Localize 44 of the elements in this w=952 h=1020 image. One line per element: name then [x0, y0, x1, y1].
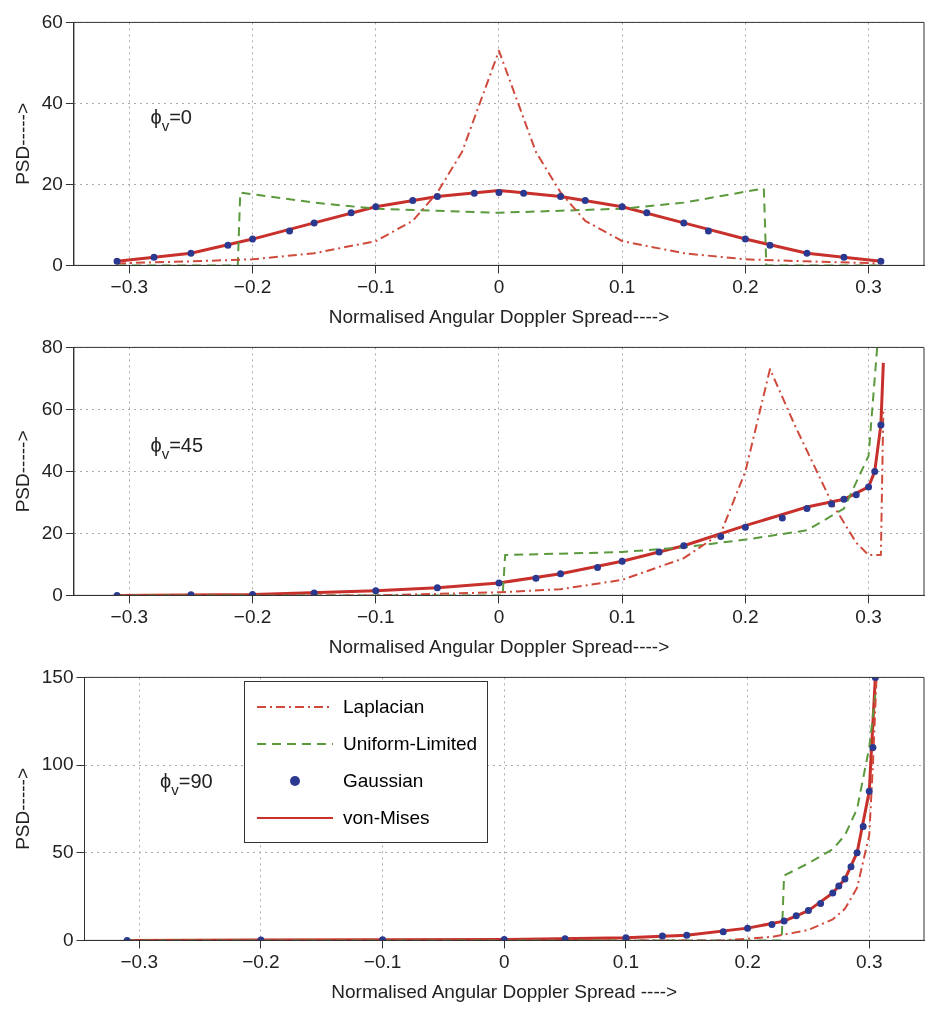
legend-label: Uniform-Limited: [343, 732, 478, 755]
x-tick-label: 0.3: [855, 276, 882, 298]
y-axis-title: PSD----->: [11, 430, 33, 513]
x-tick-label: −0.2: [233, 606, 272, 628]
y-tick-label: 50: [52, 840, 74, 862]
y-tick-label: 0: [62, 928, 74, 950]
x-tick-label: −0.2: [242, 951, 280, 973]
y-axis-title: PSD----->: [11, 767, 33, 850]
x-tick-label: 0.3: [855, 606, 882, 628]
x-tick-label: 0: [493, 276, 505, 298]
x-tick-label: 0: [493, 606, 505, 628]
y-axis-title: PSD----->: [11, 102, 33, 185]
y-tick-label: 40: [41, 91, 63, 113]
y-tick-label: 80: [41, 335, 63, 357]
legend-label: Laplacian: [343, 695, 425, 718]
y-tick-label: 100: [41, 753, 74, 775]
x-tick-label: −0.1: [363, 951, 402, 973]
y-tick-label: 60: [41, 397, 63, 419]
x-tick-label: 0: [498, 951, 510, 973]
x-tick-label: 0.2: [732, 276, 759, 298]
x-tick-label: −0.1: [357, 276, 395, 298]
y-tick-label: 20: [41, 521, 63, 543]
y-tick-label: 0: [52, 583, 63, 605]
x-tick-label: 0.1: [612, 951, 640, 973]
x-tick-label: −0.3: [120, 951, 159, 973]
y-tick-label: 0: [52, 253, 63, 275]
y-tick-label: 40: [41, 459, 63, 481]
x-axis-title: Normalised Angular Doppler Spread---->: [328, 305, 670, 327]
x-tick-label: −0.3: [110, 606, 149, 628]
legend-label: Gaussian: [343, 769, 424, 792]
x-axis-title: Normalised Angular Doppler Spread---->: [328, 635, 670, 657]
x-tick-label: 0.1: [608, 606, 636, 628]
x-tick-label: 0.2: [732, 606, 759, 628]
x-tick-label: 0.3: [856, 951, 883, 973]
x-tick-label: −0.3: [110, 276, 149, 298]
y-tick-label: 150: [41, 665, 74, 687]
y-tick-label: 20: [41, 172, 63, 194]
x-tick-label: 0.1: [608, 276, 636, 298]
x-tick-label: −0.1: [357, 606, 395, 628]
x-tick-label: 0.2: [734, 951, 761, 973]
legend-label: von-Mises: [343, 806, 430, 829]
x-tick-label: −0.2: [233, 276, 272, 298]
y-tick-label: 60: [41, 10, 63, 32]
x-axis-title: Normalised Angular Doppler Spread ---->: [331, 980, 678, 1002]
